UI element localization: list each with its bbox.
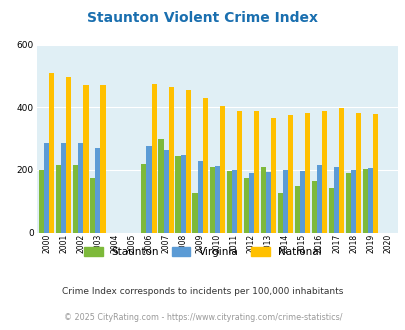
Bar xyxy=(192,193,197,233)
Bar xyxy=(209,167,214,233)
Bar xyxy=(44,143,49,233)
Bar xyxy=(61,143,66,233)
Bar xyxy=(231,170,236,233)
Bar xyxy=(367,168,372,233)
Bar xyxy=(158,139,163,233)
Bar xyxy=(39,170,44,233)
Bar xyxy=(253,111,258,233)
Bar xyxy=(277,193,282,233)
Bar xyxy=(328,188,333,233)
Bar xyxy=(350,170,355,233)
Bar xyxy=(146,147,151,233)
Bar xyxy=(163,149,168,233)
Bar xyxy=(321,111,326,233)
Bar xyxy=(185,90,190,233)
Bar xyxy=(66,78,71,233)
Bar xyxy=(333,167,338,233)
Bar xyxy=(180,155,185,233)
Bar xyxy=(73,165,78,233)
Bar xyxy=(83,85,88,233)
Bar xyxy=(299,171,304,233)
Bar xyxy=(90,178,95,233)
Bar xyxy=(49,73,54,233)
Bar xyxy=(362,169,367,233)
Bar xyxy=(100,85,105,233)
Bar xyxy=(168,87,173,233)
Bar xyxy=(141,164,146,233)
Bar xyxy=(243,178,248,233)
Bar xyxy=(214,166,219,233)
Bar xyxy=(294,186,299,233)
Bar xyxy=(95,148,100,233)
Bar xyxy=(265,172,270,233)
Bar xyxy=(338,108,343,233)
Bar xyxy=(355,113,360,233)
Bar xyxy=(248,173,253,233)
Text: © 2025 CityRating.com - https://www.cityrating.com/crime-statistics/: © 2025 CityRating.com - https://www.city… xyxy=(64,313,341,322)
Bar xyxy=(236,111,241,233)
Bar xyxy=(56,165,61,233)
Bar xyxy=(316,165,321,233)
Bar xyxy=(175,156,180,233)
Bar xyxy=(304,113,309,233)
Bar xyxy=(260,167,265,233)
Text: Crime Index corresponds to incidents per 100,000 inhabitants: Crime Index corresponds to incidents per… xyxy=(62,286,343,296)
Bar xyxy=(202,98,207,233)
Bar xyxy=(226,171,231,233)
Bar xyxy=(219,106,224,233)
Bar xyxy=(151,84,156,233)
Bar xyxy=(197,161,202,233)
Bar xyxy=(372,114,377,233)
Bar xyxy=(270,117,275,233)
Legend: Staunton, Virginia, National: Staunton, Virginia, National xyxy=(81,244,324,260)
Bar xyxy=(345,173,350,233)
Bar xyxy=(282,170,287,233)
Text: Staunton Violent Crime Index: Staunton Violent Crime Index xyxy=(87,11,318,25)
Bar xyxy=(311,181,316,233)
Bar xyxy=(78,143,83,233)
Bar xyxy=(287,115,292,233)
